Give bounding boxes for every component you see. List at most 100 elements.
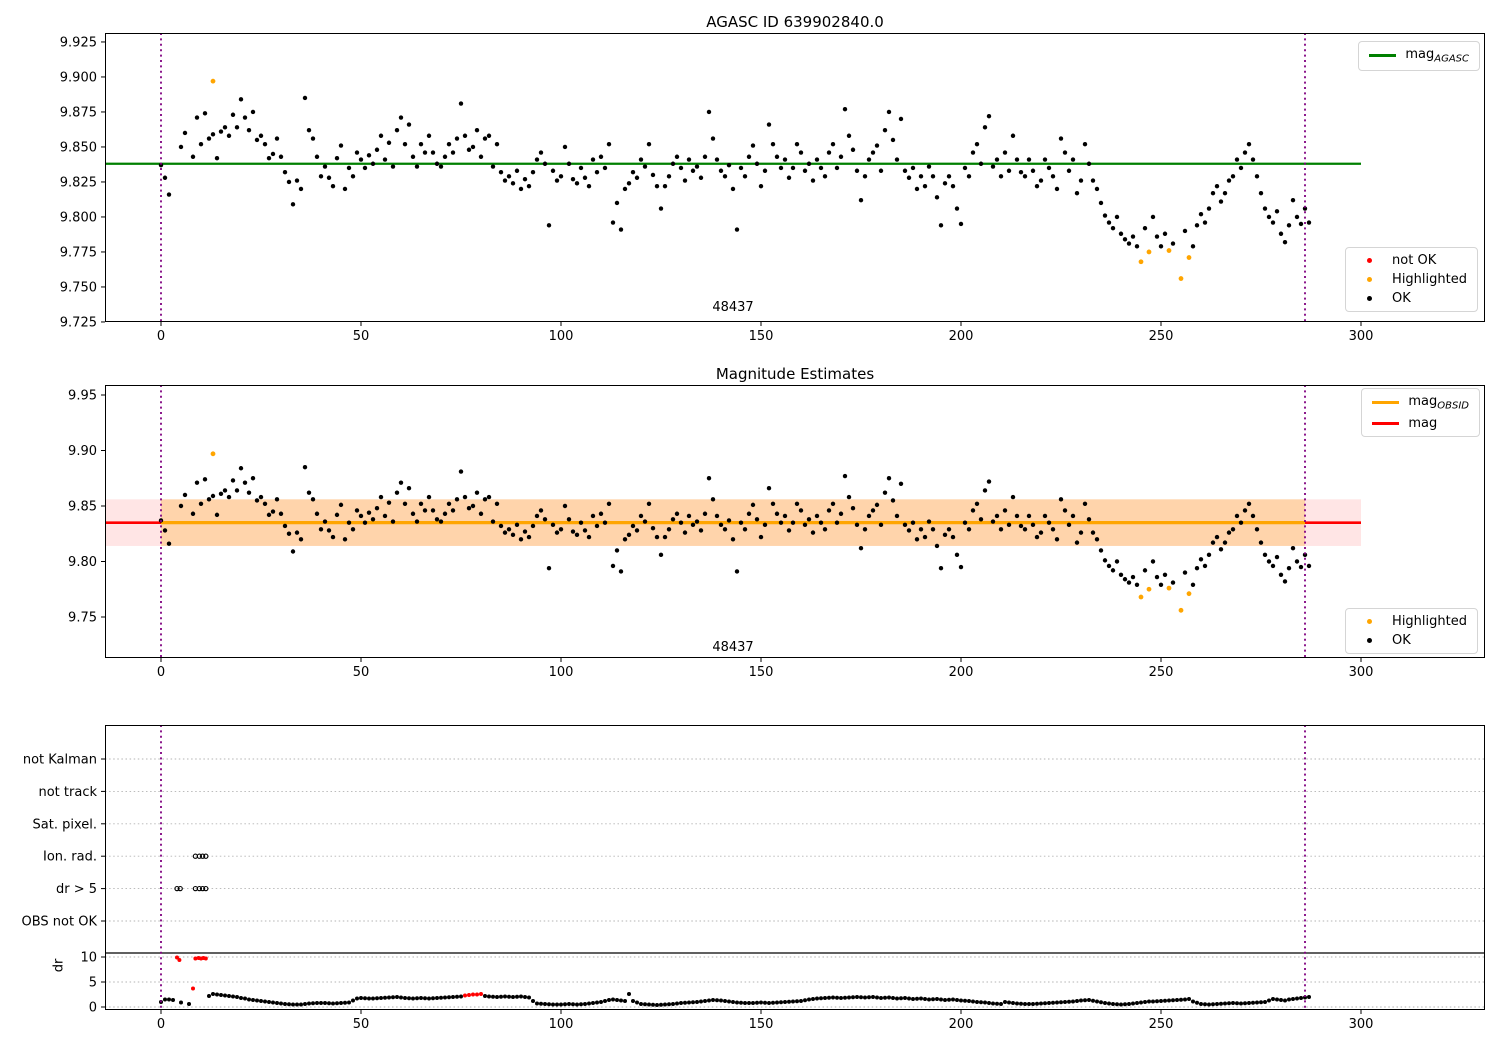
- mag-point-ok: [1206, 206, 1212, 211]
- mag-point-ok: [234, 125, 240, 130]
- dr-point-ok: [1223, 1001, 1227, 1006]
- mag-point-ok: [1042, 513, 1048, 519]
- mag-point-ok: [970, 508, 976, 513]
- mag-point-highlighted: [1146, 249, 1152, 255]
- plot1-legend-markers: not OK Highlighted OK: [1345, 247, 1478, 312]
- flag-point-ion-rad: [196, 853, 203, 859]
- mag-point-ok: [762, 168, 768, 173]
- mag-point-ok: [274, 136, 280, 141]
- dr-point-ok: [899, 996, 903, 1001]
- mag-point-ok: [702, 154, 708, 159]
- mag-point-ok: [1274, 209, 1280, 214]
- legend-item: Highlighted: [1356, 614, 1467, 629]
- mag-point-ok: [718, 168, 724, 173]
- mag-point-ok: [1258, 540, 1264, 545]
- dr-point-ok: [1159, 999, 1163, 1003]
- mag-point-ok: [842, 106, 848, 112]
- mag-point-ok: [278, 154, 284, 159]
- mag-point-ok: [1222, 540, 1228, 545]
- dr-point-ok: [383, 995, 387, 1000]
- mag-point-ok: [1106, 563, 1112, 569]
- mag-point-ok: [474, 490, 480, 495]
- mag-point-ok: [262, 141, 268, 147]
- mag-point-ok: [818, 520, 824, 525]
- mag-point-ok: [782, 157, 788, 162]
- dr-point-ok: [815, 996, 819, 1001]
- mag-point-ok: [650, 525, 656, 531]
- mag-point-ok: [638, 513, 644, 519]
- dr-point-ok: [267, 1000, 271, 1004]
- dr-point-ok: [1295, 996, 1299, 1001]
- mag-point-ok: [1202, 220, 1208, 225]
- mag-point-ok: [366, 153, 372, 158]
- mag-point-ok: [1126, 241, 1132, 246]
- mag-point-ok: [630, 169, 636, 175]
- mag-point-ok: [394, 490, 400, 495]
- dr-point-ok: [863, 995, 867, 1000]
- mag-point-ok: [962, 520, 968, 525]
- mag-point-ok: [770, 141, 776, 147]
- mag-point-ok: [410, 154, 416, 159]
- mag-point-ok: [346, 165, 352, 171]
- mag-point-ok: [1122, 577, 1128, 582]
- mag-point-ok: [214, 512, 220, 518]
- dr-point-ok: [411, 996, 415, 1001]
- dr-point-ok: [1035, 1001, 1039, 1006]
- mag-point-ok: [638, 157, 644, 162]
- mag-point-ok: [786, 175, 792, 180]
- x-tick-label: 200: [949, 665, 974, 680]
- plot3-axes: not Kalman not track Sat. pixel. Ion. rad. d…: [22, 725, 1485, 1032]
- dr-point-ok: [1003, 1000, 1007, 1004]
- dr-point-ok: [403, 996, 407, 1000]
- dr-point-not-ok: [193, 956, 198, 961]
- mag-point-ok: [1086, 161, 1092, 166]
- dr-point-not-ok: [177, 958, 182, 962]
- mag-point-ok: [474, 127, 480, 133]
- dr-point-ok: [1063, 1000, 1067, 1004]
- legend-label: OK: [1392, 633, 1411, 648]
- mag-point-ok: [826, 508, 832, 513]
- mag-point-ok: [978, 517, 984, 522]
- mag-point-ok: [158, 162, 164, 168]
- dr-point-ok: [1119, 1002, 1123, 1007]
- dr-point-ok: [759, 1000, 763, 1005]
- dr-point-ok: [891, 996, 895, 1000]
- dr-point-ok: [571, 1002, 575, 1007]
- dr-point-ok: [1211, 1002, 1215, 1007]
- mag-point-ok: [778, 165, 784, 171]
- dr-point-ok: [807, 997, 811, 1002]
- mag-point-ok: [430, 508, 436, 513]
- dr-point-ok: [631, 999, 635, 1003]
- mag-point-ok: [1150, 559, 1156, 564]
- dr-point-ok: [687, 1000, 691, 1005]
- mag-point-ok: [462, 133, 468, 138]
- mag-point-ok: [530, 169, 536, 175]
- dr-point-ok: [419, 996, 423, 1000]
- mag-point-ok: [418, 141, 424, 147]
- mag-point-ok: [1282, 239, 1288, 245]
- dr-point-ok: [875, 995, 879, 1000]
- dr-point-ok: [795, 999, 799, 1004]
- legend-line-sample: [1372, 401, 1400, 405]
- x-tick-label: 150: [749, 329, 774, 344]
- y-tick-label: 9.90: [68, 444, 97, 459]
- dr-point-ok: [1251, 1000, 1255, 1005]
- dr-point-ok: [587, 1001, 591, 1006]
- mag-point-ok: [938, 565, 944, 571]
- mag-point-ok: [1298, 221, 1304, 227]
- mag-point-ok: [910, 165, 916, 171]
- mag-point-ok: [818, 165, 824, 171]
- dr-point-ok: [1287, 997, 1291, 1002]
- mag-point-ok: [1290, 545, 1296, 551]
- dr-point-ok: [979, 1000, 983, 1005]
- y-tick-label: 9.925: [60, 35, 97, 50]
- mag-point-ok: [1026, 157, 1032, 162]
- mag-point-ok: [1250, 157, 1256, 162]
- mag-point-ok: [854, 522, 860, 528]
- mag-point-ok: [842, 473, 848, 479]
- dr-point-ok: [291, 1002, 295, 1007]
- mag-point-ok: [362, 165, 368, 171]
- mag-point-ok: [270, 151, 276, 157]
- x-tick-label: 50: [353, 665, 370, 680]
- dr-point-ok: [683, 1000, 687, 1005]
